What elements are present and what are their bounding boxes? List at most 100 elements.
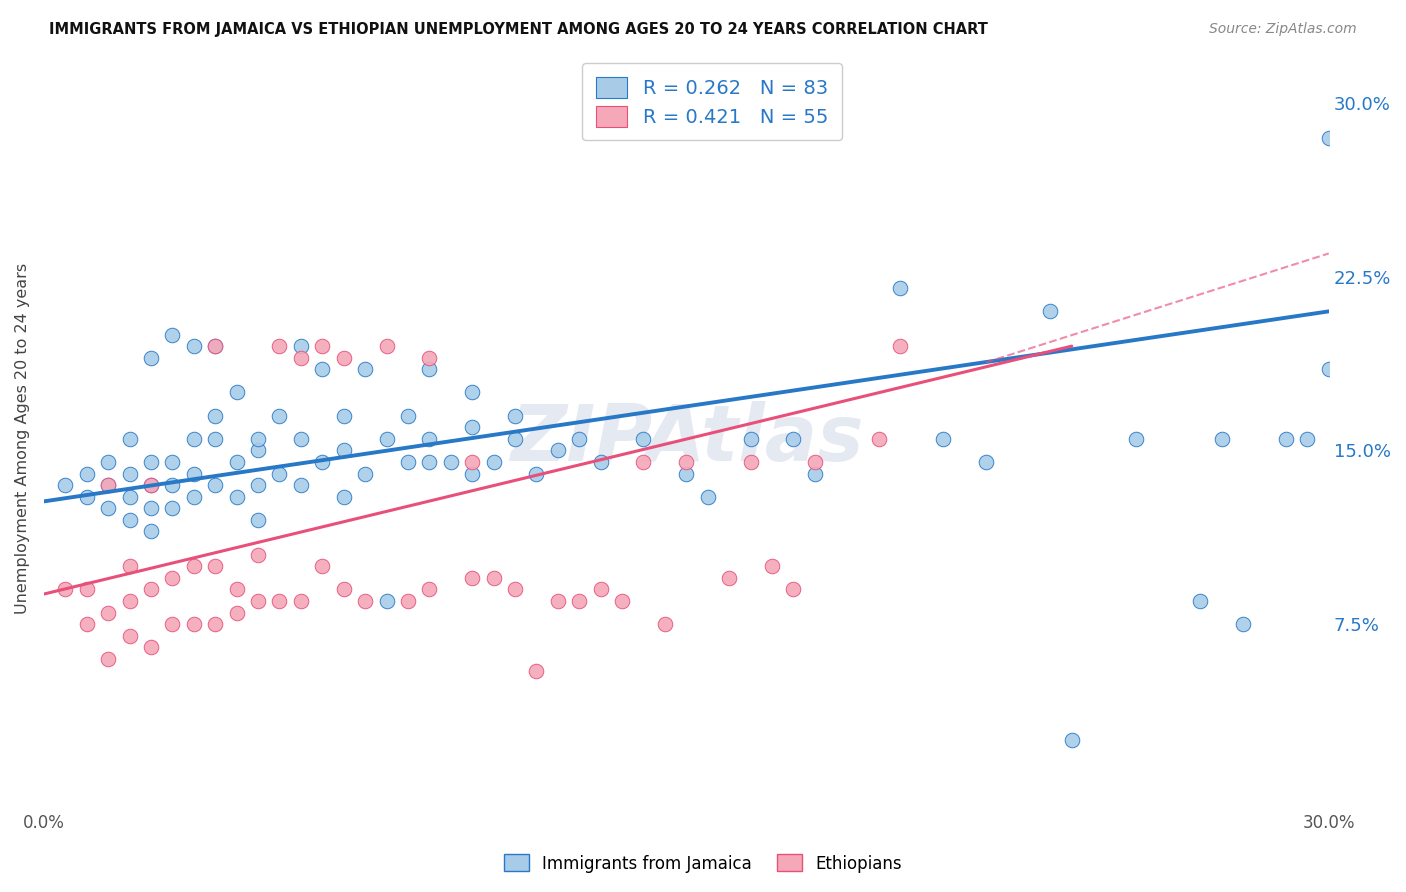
Point bbox=[503, 432, 526, 446]
Point bbox=[139, 455, 162, 469]
Text: Source: ZipAtlas.com: Source: ZipAtlas.com bbox=[1209, 22, 1357, 37]
Point bbox=[1060, 733, 1083, 747]
Point bbox=[461, 420, 484, 434]
Point bbox=[354, 362, 377, 376]
Point bbox=[418, 362, 440, 376]
Point bbox=[633, 455, 655, 469]
Text: ZIPAtlas: ZIPAtlas bbox=[509, 401, 863, 477]
Point bbox=[654, 617, 676, 632]
Point bbox=[183, 339, 205, 353]
Point bbox=[868, 432, 890, 446]
Point bbox=[568, 594, 591, 608]
Point bbox=[740, 455, 762, 469]
Point bbox=[247, 548, 270, 562]
Point bbox=[97, 478, 120, 492]
Point bbox=[418, 432, 440, 446]
Point bbox=[204, 339, 226, 353]
Point bbox=[503, 409, 526, 423]
Point bbox=[332, 490, 354, 504]
Point bbox=[290, 478, 312, 492]
Point bbox=[162, 327, 184, 342]
Y-axis label: Unemployment Among Ages 20 to 24 years: Unemployment Among Ages 20 to 24 years bbox=[15, 263, 30, 615]
Point bbox=[311, 559, 333, 574]
Point bbox=[1211, 432, 1233, 446]
Point bbox=[139, 582, 162, 597]
Point bbox=[461, 571, 484, 585]
Point bbox=[290, 594, 312, 608]
Point bbox=[1317, 362, 1340, 376]
Point bbox=[204, 559, 226, 574]
Point bbox=[139, 478, 162, 492]
Point bbox=[482, 571, 505, 585]
Point bbox=[610, 594, 633, 608]
Point bbox=[97, 606, 120, 620]
Point bbox=[247, 443, 270, 458]
Point bbox=[696, 490, 718, 504]
Point bbox=[290, 339, 312, 353]
Point bbox=[162, 617, 184, 632]
Point bbox=[1296, 432, 1319, 446]
Point bbox=[290, 351, 312, 365]
Point bbox=[804, 467, 827, 481]
Point bbox=[461, 467, 484, 481]
Point bbox=[269, 339, 291, 353]
Point bbox=[118, 432, 141, 446]
Point bbox=[162, 478, 184, 492]
Point bbox=[547, 443, 569, 458]
Point bbox=[1317, 130, 1340, 145]
Point bbox=[53, 582, 76, 597]
Point bbox=[183, 617, 205, 632]
Point bbox=[97, 652, 120, 666]
Point bbox=[503, 582, 526, 597]
Point bbox=[204, 432, 226, 446]
Point bbox=[139, 478, 162, 492]
Point bbox=[675, 455, 697, 469]
Point bbox=[482, 455, 505, 469]
Point bbox=[290, 432, 312, 446]
Point bbox=[76, 617, 98, 632]
Point bbox=[183, 432, 205, 446]
Point bbox=[547, 594, 569, 608]
Point bbox=[675, 467, 697, 481]
Point bbox=[183, 559, 205, 574]
Point bbox=[1232, 617, 1254, 632]
Point bbox=[204, 617, 226, 632]
Point bbox=[396, 455, 419, 469]
Point bbox=[1275, 432, 1298, 446]
Point bbox=[118, 594, 141, 608]
Point bbox=[418, 351, 440, 365]
Point bbox=[1039, 304, 1062, 318]
Point bbox=[247, 594, 270, 608]
Point bbox=[375, 594, 398, 608]
Point bbox=[526, 664, 548, 678]
Point bbox=[76, 582, 98, 597]
Point bbox=[269, 467, 291, 481]
Point bbox=[204, 339, 226, 353]
Point bbox=[139, 640, 162, 655]
Point bbox=[183, 467, 205, 481]
Point bbox=[354, 594, 377, 608]
Point bbox=[461, 455, 484, 469]
Point bbox=[782, 432, 804, 446]
Point bbox=[118, 629, 141, 643]
Point bbox=[311, 339, 333, 353]
Point bbox=[269, 409, 291, 423]
Point bbox=[118, 467, 141, 481]
Point bbox=[932, 432, 955, 446]
Point bbox=[418, 582, 440, 597]
Point bbox=[118, 559, 141, 574]
Point bbox=[889, 339, 911, 353]
Point bbox=[332, 443, 354, 458]
Point bbox=[332, 409, 354, 423]
Point bbox=[718, 571, 741, 585]
Point bbox=[782, 582, 804, 597]
Point bbox=[118, 513, 141, 527]
Legend: Immigrants from Jamaica, Ethiopians: Immigrants from Jamaica, Ethiopians bbox=[498, 847, 908, 880]
Text: IMMIGRANTS FROM JAMAICA VS ETHIOPIAN UNEMPLOYMENT AMONG AGES 20 TO 24 YEARS CORR: IMMIGRANTS FROM JAMAICA VS ETHIOPIAN UNE… bbox=[49, 22, 988, 37]
Point bbox=[247, 432, 270, 446]
Point bbox=[974, 455, 997, 469]
Point bbox=[568, 432, 591, 446]
Point bbox=[53, 478, 76, 492]
Point bbox=[139, 351, 162, 365]
Point bbox=[247, 513, 270, 527]
